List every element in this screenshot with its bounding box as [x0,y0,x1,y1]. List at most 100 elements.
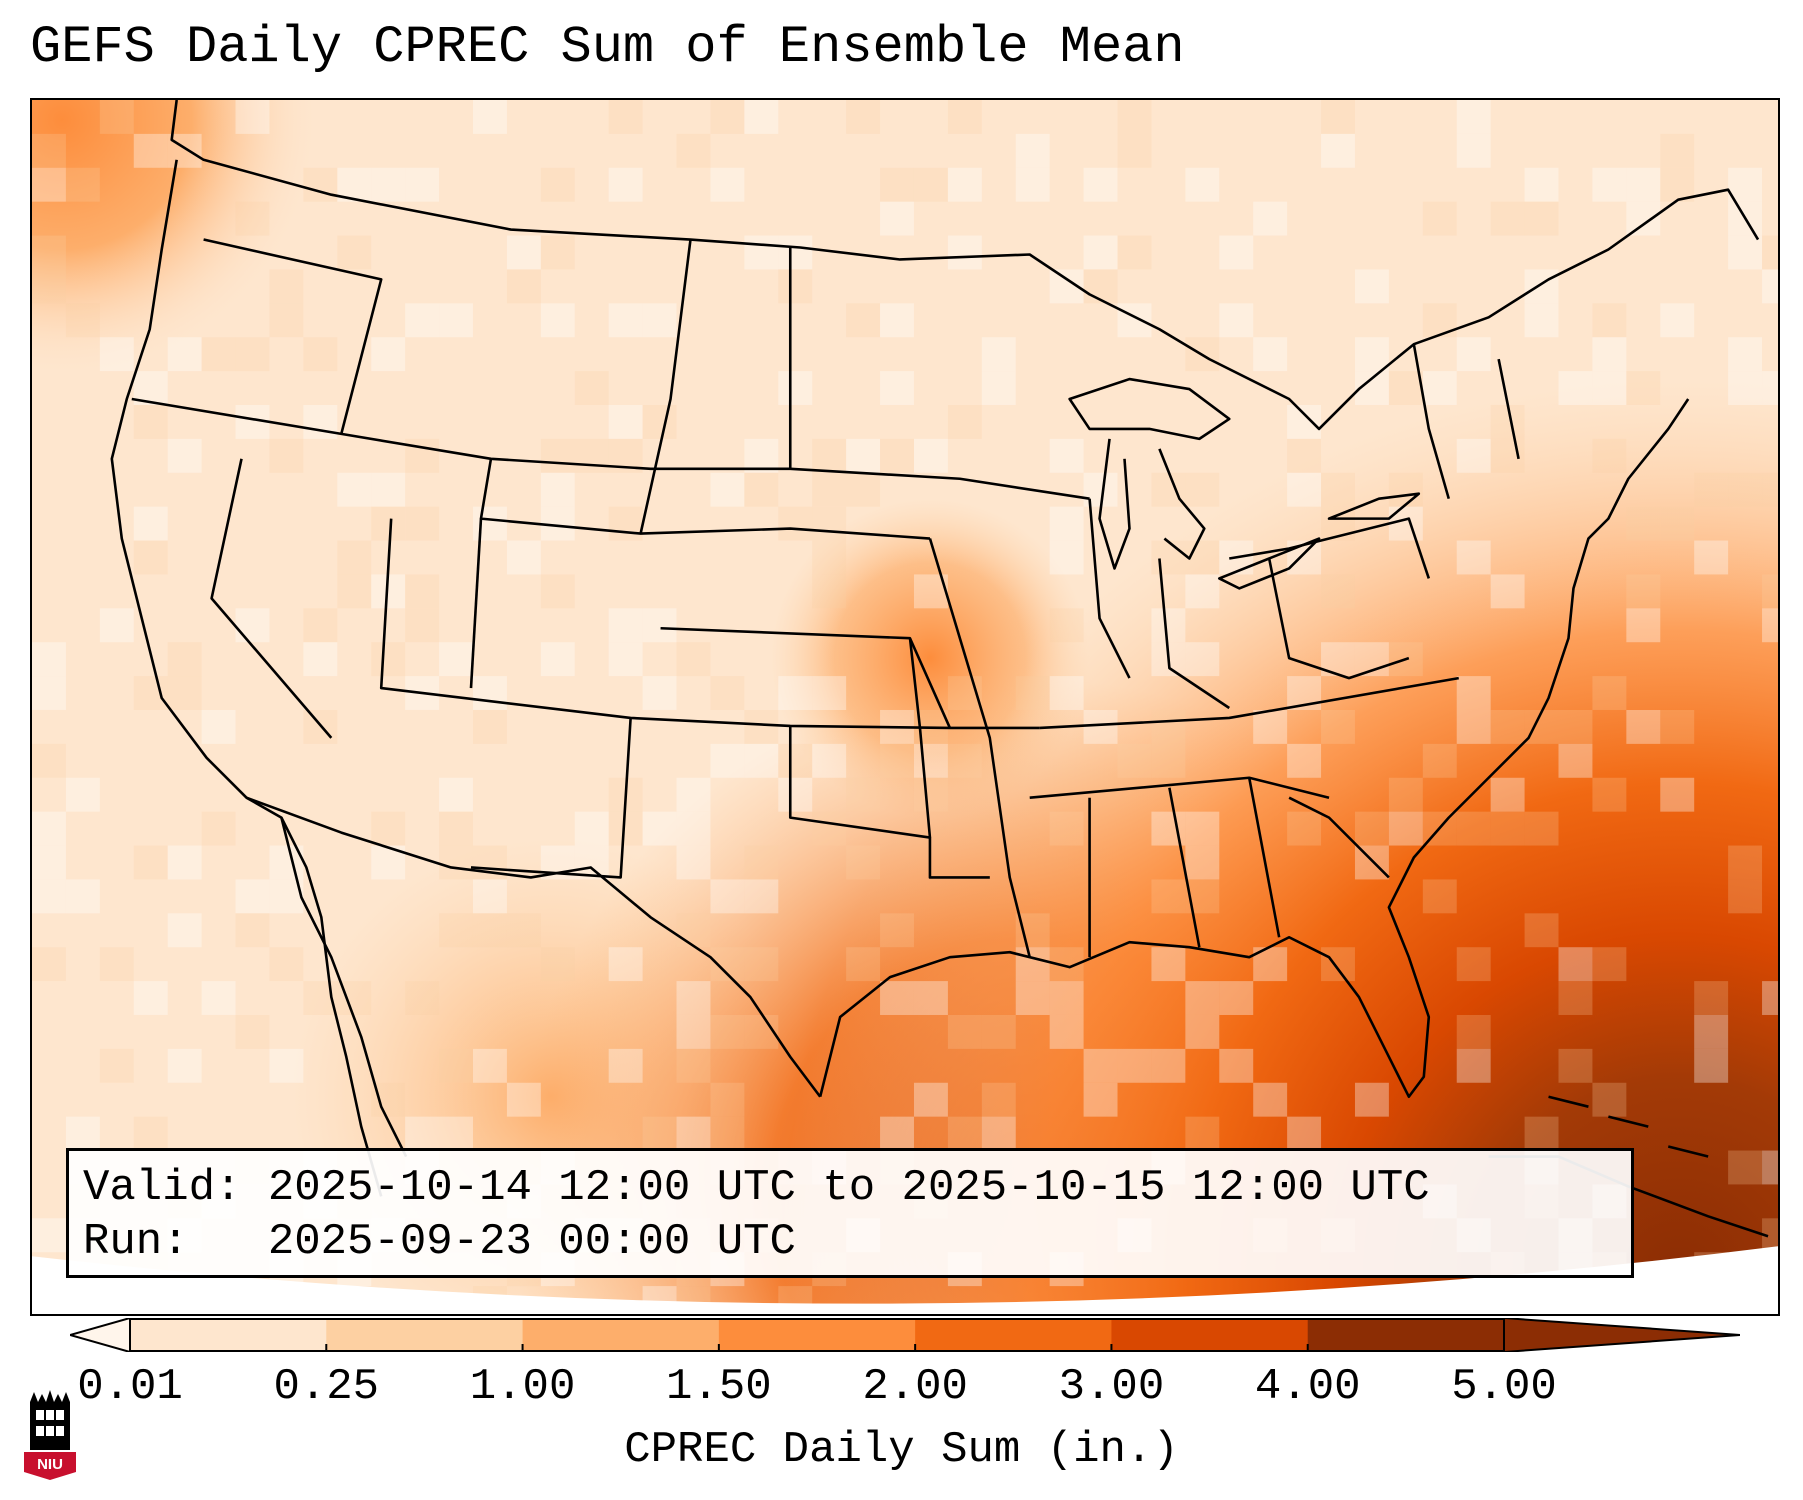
grid-cell [133,1116,168,1151]
grid-cell [201,709,236,744]
grid-cell [642,811,677,846]
grid-cell [303,404,338,439]
grid-cell [744,438,779,473]
grid-cell [812,472,847,507]
grid-cell [235,201,270,236]
grid-cell [608,642,643,677]
grid-cell [846,100,881,134]
grid-cell [1117,100,1152,134]
grid-cell [439,777,473,812]
grid-cell [846,777,881,812]
grid-cell [235,1014,270,1049]
grid-cell [981,1116,1016,1151]
grid-cell [65,1116,100,1151]
grid-cell [574,438,609,473]
grid-cell [1626,167,1661,202]
grid-cell [744,709,779,744]
grid-cell [1117,133,1152,168]
grid-cell [812,676,847,710]
atlantic-precip-area [32,100,1778,1314]
colorbar-tick-label: 1.00 [469,1362,576,1412]
grid-cell [1456,1048,1491,1083]
grid-cell [1083,235,1118,270]
grid-cell [1321,709,1355,744]
grid-cell [1694,1014,1729,1049]
grid-cell [812,743,847,778]
grid-cell [1015,676,1050,710]
grid-cell [269,303,304,338]
grid-cell [472,879,507,914]
grid-cell [1422,879,1457,914]
grid-cell [303,642,338,677]
grid-cell [1660,506,1695,541]
grid-cell [981,371,1016,405]
grid-cell [880,743,914,778]
grid-cell [1015,167,1050,202]
projection-edge [32,1246,1778,1314]
grid-cell [1694,1048,1729,1083]
grid-cell [1762,371,1778,405]
grid-cell [1558,947,1593,982]
grid-cell [472,676,507,710]
colorbar-extend-high [1503,1318,1740,1352]
grid-cell [1151,879,1186,914]
grid-cell [1728,167,1763,202]
grid-cell [744,472,779,507]
grid-cell [947,1014,982,1049]
grid-cell [981,1082,1016,1117]
grid-cell [540,947,575,982]
grid-cell [405,167,440,202]
grid-cell [947,235,982,270]
grid-cell [1626,371,1661,405]
grid-cell [947,404,982,439]
grid-cell [1762,1218,1778,1253]
grid-cell [744,743,779,778]
colorbar-label: CPREC Daily Sum (in.) [624,1425,1179,1475]
grid-cell [540,574,575,609]
grid-cell [405,574,440,609]
grid-cell [439,913,473,948]
grid-cell [710,100,745,134]
grid-cell [371,506,406,541]
grid-cell [1592,676,1627,710]
grid-cell [1592,167,1627,202]
grid-cell [1321,506,1355,541]
grid-cell [1490,438,1525,473]
grid-cell [506,913,541,948]
grid-cell [1151,743,1186,778]
grid-cell [1592,303,1627,338]
grid-cell [1524,167,1559,202]
grid-cell [1728,235,1763,270]
grid-cell [744,100,779,134]
grid-cell [540,642,575,677]
grid-cell [371,472,406,507]
grid-cell [1185,981,1220,1015]
grid-cell [32,811,66,846]
grid-cell [1456,811,1491,846]
grid-cell [1049,438,1084,473]
grid-cell [1287,743,1322,778]
grid-cell [608,404,643,439]
grid-cell [1185,574,1220,609]
logo-text: NIU [37,1456,63,1473]
grid-cell [1049,811,1084,846]
grid-cell [778,235,813,270]
grid-cell [1049,506,1084,541]
grid-cell [1151,709,1186,744]
grid-cell [1354,1082,1389,1117]
grid-cell [371,642,406,677]
grid-cell [1558,743,1593,778]
grid-cell [1185,845,1220,880]
grid-cell [608,303,643,338]
grid-cell [1219,235,1254,270]
grid-cell [1558,709,1593,744]
colorbar-tick-label: 4.00 [1254,1362,1361,1412]
grid-cell [269,269,304,304]
grid-cell [540,235,575,270]
grid-cell [235,879,270,914]
grid-cell [913,438,948,473]
grid-cell [303,608,338,643]
grid-cell [167,913,202,948]
grid-cell [1422,303,1457,338]
grid-cell [269,947,304,982]
